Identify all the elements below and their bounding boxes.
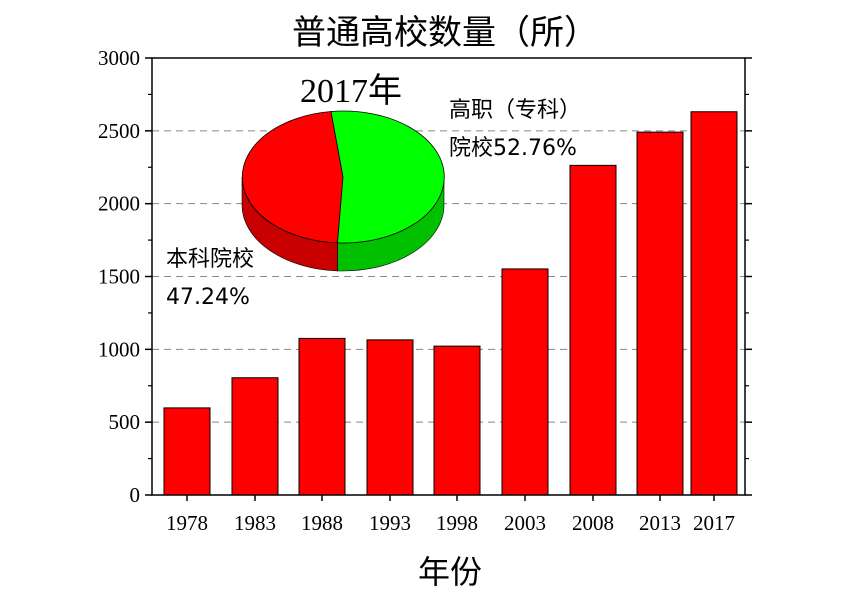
pie-chart: 2017年 高职（专科） 院校52.76% 本科院校 47.24% [166, 72, 581, 310]
x-tick-label: 2003 [504, 511, 546, 535]
bar-2013 [636, 131, 684, 496]
x-tick-label: 1988 [301, 511, 343, 535]
pie-slices [241, 110, 445, 272]
bar-1978 [163, 407, 211, 496]
x-tick-label: 1983 [234, 511, 276, 535]
pie-label-undergrad-value: 47.24% [166, 285, 250, 310]
x-tick-label: 2013 [639, 511, 681, 535]
y-tick-label: 1500 [98, 265, 140, 289]
bar-2017 [690, 111, 738, 496]
x-tick-label: 1993 [369, 511, 411, 535]
x-tick-label: 2017 [693, 511, 735, 535]
bar-2003 [501, 268, 549, 496]
pie-label-vocational-value: 院校52.76% [449, 136, 577, 161]
y-tick-label: 1000 [98, 337, 140, 361]
pie-slice-vocational [330, 110, 445, 244]
pie-slice-undergrad [241, 111, 344, 244]
pie-label-vocational: 高职（专科） [449, 98, 581, 123]
bar-group [163, 111, 738, 496]
chart-title: 普通高校数量（所） [292, 13, 598, 53]
pie-label-undergrad: 本科院校 [166, 247, 254, 272]
bar-1998 [433, 345, 481, 496]
y-tick-label: 3000 [98, 46, 140, 70]
y-tick-label: 0 [130, 483, 141, 507]
x-tick-label: 2008 [572, 511, 614, 535]
bar-1993 [366, 339, 414, 496]
pie-title: 2017年 [300, 72, 402, 110]
bar-1983 [231, 377, 279, 496]
y-tick-label: 500 [109, 410, 141, 434]
x-tick-label: 1998 [436, 511, 478, 535]
bar-1988 [298, 337, 346, 496]
x-tick-label: 1978 [166, 511, 208, 535]
y-axis: 0 500 1000 1500 2000 2500 3000 [98, 46, 752, 507]
x-axis-label: 年份 [418, 553, 482, 591]
y-tick-label: 2500 [98, 119, 140, 143]
y-tick-label: 2000 [98, 192, 140, 216]
bar-2008 [569, 164, 617, 496]
x-axis: 1978 1983 1988 1993 1998 2003 2008 2013 2017 [166, 495, 735, 535]
